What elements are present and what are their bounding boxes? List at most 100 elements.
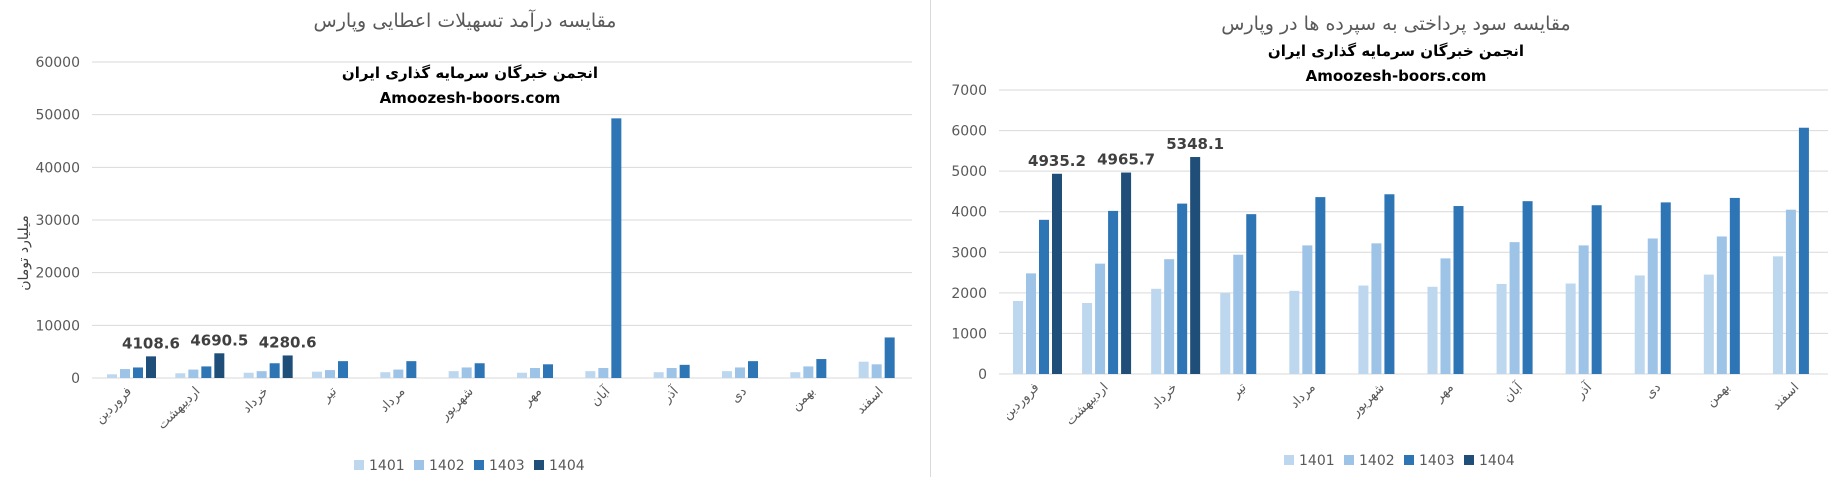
bar-1403 (679, 364, 690, 378)
bar-1403 (884, 337, 895, 378)
y-tick-label: 40000 (35, 160, 80, 176)
bar-1402 (1509, 242, 1520, 374)
y-tick-label: 3000 (951, 245, 987, 261)
x-tick-label: فروردین (92, 384, 135, 427)
bar-1401 (1427, 286, 1438, 374)
bar-1401 (312, 371, 322, 378)
y-tick-label: 10000 (35, 318, 80, 334)
bar-1401 (1496, 283, 1507, 374)
bar-1403 (1591, 205, 1602, 374)
bar-1401 (1634, 275, 1645, 374)
bar-1403 (1315, 197, 1326, 374)
bar-1402 (871, 364, 882, 378)
x-tick-label: شهریور (437, 384, 477, 424)
bar-1403 (269, 363, 280, 378)
legend: 1401 1402 1403 1404 (1284, 453, 1515, 469)
bar-1403 (611, 118, 622, 378)
bar-1402 (735, 367, 745, 378)
deposit-chart: مقایسه سود پرداختی به سپرده ها در وپارس … (951, 13, 1828, 469)
bar-1403 (1453, 206, 1464, 374)
bar-1401 (1013, 300, 1023, 374)
bar-1403 (406, 361, 417, 378)
legend: 1401 1402 1403 1404 (354, 458, 585, 474)
legend-swatch-1401 (1284, 455, 1294, 465)
x-axis-ticks: فروردین اردیبهشت خرداد تیر مرداد شهریور مهر آبا… (1000, 378, 1803, 429)
data-label: 4965.7 (1097, 151, 1155, 169)
bar-1401 (858, 361, 869, 378)
bar-1403 (1384, 194, 1395, 374)
x-tick-label: تیر (1228, 380, 1250, 402)
legend-swatch-1404 (1464, 455, 1474, 465)
x-tick-label: اردیبهشت (155, 384, 203, 432)
bar-1403 (1798, 127, 1809, 374)
bar-1404 (1121, 172, 1132, 374)
x-tick-label: آبان (587, 382, 615, 410)
y-axis-ticks: 0 10000 20000 30000 40000 50000 60000 (35, 55, 80, 387)
data-label: 4690.5 (190, 331, 248, 349)
x-tick-label: فروردین (1000, 380, 1043, 423)
bar-1401 (517, 372, 527, 378)
bars (107, 118, 895, 378)
y-tick-label: 50000 (35, 108, 80, 124)
bar-1403 (1039, 219, 1049, 374)
legend-label: 1401 (1299, 453, 1335, 469)
bar-1401 (107, 374, 117, 378)
bar-1401 (1289, 290, 1300, 374)
legend-swatch-1401 (354, 460, 364, 470)
bar-1404 (1190, 157, 1201, 374)
y-tick-label: 7000 (951, 83, 987, 99)
bar-1402 (1302, 245, 1313, 374)
legend-swatch-1403 (1404, 455, 1414, 465)
bar-1402 (1233, 254, 1244, 374)
bar-1402 (188, 369, 199, 378)
x-tick-label: بهمن (789, 384, 819, 414)
legend-label: 1402 (429, 458, 465, 474)
bar-1403 (1660, 202, 1671, 374)
bar-1401 (1220, 292, 1231, 374)
bar-1403 (1177, 203, 1188, 374)
x-tick-label: آذر (1571, 378, 1596, 403)
bar-1402 (1026, 273, 1036, 374)
watermark-line1: انجمن خبرگان سرمایه گذاری ایران (1268, 42, 1524, 60)
x-tick-label: مرداد (1287, 380, 1318, 411)
watermark-line2: Amoozesh-boors.com (380, 89, 561, 107)
bar-1403 (201, 366, 212, 378)
x-tick-label: دی (1642, 380, 1664, 402)
bar-1402 (461, 367, 472, 378)
y-tick-label: 20000 (35, 266, 80, 282)
x-tick-label: مهر (519, 384, 545, 410)
legend-swatch-1404 (534, 460, 544, 470)
bar-1401 (1565, 283, 1576, 374)
x-tick-label: بهمن (1703, 380, 1733, 410)
bar-1402 (1440, 258, 1451, 374)
x-tick-label: دی (728, 384, 750, 406)
income-chart-panel: مقایسه درآمد تسهیلات اعطایی وپارس میلیار… (16, 8, 912, 474)
bar-1404 (146, 356, 156, 378)
legend-swatch-1402 (1344, 455, 1354, 465)
bar-1402 (1578, 245, 1589, 374)
bar-1401 (380, 372, 391, 378)
bar-1401 (175, 373, 186, 378)
data-label: 4280.6 (259, 333, 317, 351)
bar-1401 (1151, 288, 1162, 374)
y-tick-label: 0 (978, 367, 987, 383)
y-tick-label: 4000 (951, 205, 987, 221)
legend-label: 1403 (489, 458, 525, 474)
y-tick-label: 60000 (35, 55, 80, 71)
x-tick-label: آبان (1499, 378, 1527, 406)
legend-label: 1403 (1419, 453, 1455, 469)
legend-swatch-1402 (414, 460, 424, 470)
bar-1401 (653, 372, 664, 378)
bar-1402 (666, 367, 677, 378)
bar-1402 (1647, 238, 1658, 374)
bar-1403 (338, 361, 348, 378)
bar-1403 (816, 359, 827, 378)
legend-label: 1404 (1479, 453, 1515, 469)
bar-1402 (530, 367, 540, 378)
bar-1402 (1164, 259, 1175, 374)
bar-1402 (120, 369, 130, 378)
bar-1402 (1095, 263, 1106, 374)
legend-label: 1401 (369, 458, 405, 474)
x-tick-label: اردیبهشت (1063, 380, 1111, 428)
bar-1402 (1785, 209, 1796, 374)
